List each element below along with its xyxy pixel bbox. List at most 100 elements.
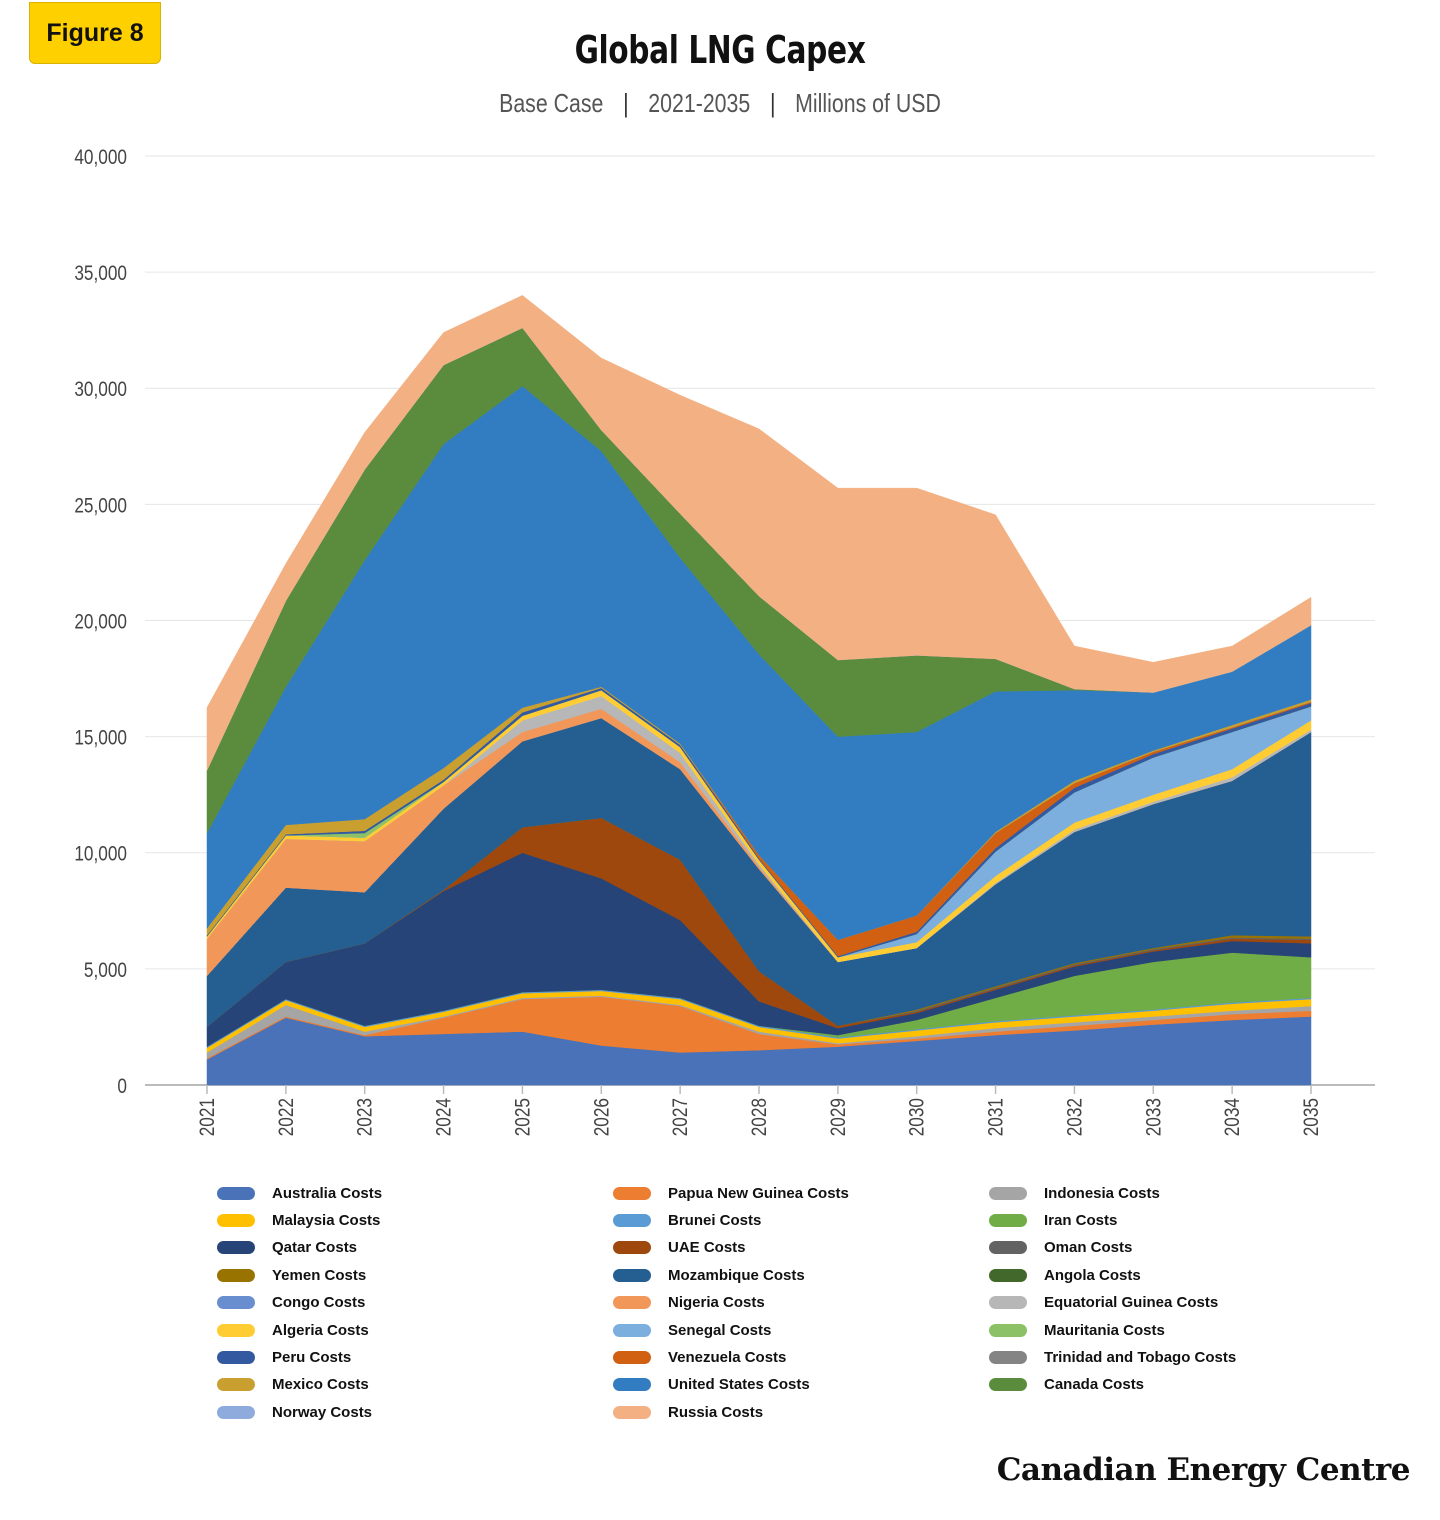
x-tick-label: 2023 [354,1098,377,1136]
legend-item: Algeria Costs [217,1317,369,1343]
legend-swatch [613,1213,651,1227]
legend-label: Oman Costs [1044,1239,1133,1257]
legend-item: Norway Costs [217,1399,372,1425]
legend-item: Brunei Costs [613,1207,761,1233]
legend-item: Russia Costs [613,1399,763,1425]
legend-item: Peru Costs [217,1344,351,1370]
legend-item: Mauritania Costs [989,1317,1165,1343]
x-tick-label: 2026 [591,1098,614,1136]
legend-label: Congo Costs [272,1294,366,1312]
subtitle-separator: | [623,88,629,118]
x-tick-label: 2029 [827,1098,850,1136]
legend-item: Iran Costs [989,1207,1117,1233]
legend-item: United States Costs [613,1372,810,1398]
legend-item: Mozambique Costs [613,1262,805,1288]
legend-item: Yemen Costs [217,1262,366,1288]
subtitle-units: Millions of USD [795,88,941,118]
legend-swatch [217,1296,255,1310]
y-tick-label: 25,000 [74,495,127,518]
x-tick-label: 2025 [512,1098,535,1136]
legend-label: Algeria Costs [272,1321,369,1339]
subtitle-separator: | [769,88,776,118]
legend-swatch [989,1241,1027,1255]
y-tick-label: 20,000 [74,611,127,634]
legend-item: UAE Costs [613,1235,746,1261]
legend-label: United States Costs [668,1376,810,1394]
legend-swatch [613,1350,651,1364]
legend-item: Angola Costs [989,1262,1141,1288]
subtitle-period: 2021-2035 [648,88,751,118]
legend-item: Nigeria Costs [613,1290,765,1316]
legend-item: Mexico Costs [217,1372,369,1398]
legend-item: Congo Costs [217,1290,365,1316]
legend-item: Canada Costs [989,1372,1144,1398]
legend-label: Nigeria Costs [668,1294,765,1312]
legend-item: Venezuela Costs [613,1344,786,1370]
legend-swatch [613,1186,651,1200]
legend-swatch [613,1268,651,1282]
legend-item: Qatar Costs [217,1235,357,1261]
y-tick-label: 40,000 [74,147,127,170]
legend-item: Oman Costs [989,1235,1132,1261]
legend-label: Indonesia Costs [1044,1184,1160,1202]
legend-label: Malaysia Costs [272,1211,381,1229]
x-tick-label: 2024 [433,1098,456,1137]
series-area-russia-costs [206,295,1312,771]
legend-swatch [217,1405,255,1419]
legend-label: Trinidad and Tobago Costs [1044,1348,1237,1366]
legend-label: Brunei Costs [668,1211,762,1229]
legend-label: Canada Costs [1044,1376,1145,1394]
x-tick-label: 2021 [197,1098,220,1136]
y-tick-label: 30,000 [74,379,127,402]
x-tick-label: 2033 [1143,1098,1166,1136]
legend-label: Mauritania Costs [1044,1321,1165,1339]
stacked-area-chart: 0 5,000 10,000 15,000 20,000 25,000 30,000 35,0… [74,147,1375,1137]
legend-label: Russia Costs [668,1403,764,1421]
legend-swatch [613,1323,651,1337]
legend-item: Equatorial Guinea Costs [989,1290,1218,1316]
y-tick-label: 35,000 [74,263,127,286]
legend-label: Yemen Costs [272,1266,367,1284]
legend-label: Papua New Guinea Costs [668,1184,849,1202]
legend-swatch [217,1241,255,1255]
legend-swatch [989,1186,1027,1200]
x-tick-label: 2031 [985,1098,1008,1136]
legend-label: Mexico Costs [272,1376,369,1394]
legend-item: Trinidad and Tobago Costs [989,1344,1236,1370]
legend-swatch [217,1213,255,1227]
y-tick-label: 0 [117,1076,127,1099]
legend-label: UAE Costs [668,1239,746,1257]
legend-item: Australia Costs [217,1180,382,1206]
y-tick-label: 10,000 [74,843,127,866]
legend-swatch [989,1378,1027,1392]
legend-label: Norway Costs [272,1403,373,1421]
legend-swatch [217,1378,255,1392]
legend-swatch [217,1268,255,1282]
legend-label: Qatar Costs [272,1239,358,1257]
legend-label: Australia Costs [272,1184,383,1202]
x-tick-label: 2030 [906,1098,929,1136]
chart-title: Global LNG Capex [574,28,866,72]
legend-swatch [613,1378,651,1392]
legend-swatch [217,1186,255,1200]
legend-swatch [989,1350,1027,1364]
legend-swatch [613,1296,651,1310]
subtitle-scenario: Base Case [499,88,604,118]
legend-swatch [613,1241,651,1255]
legend-label: Angola Costs [1044,1266,1141,1284]
x-tick-label: 2034 [1222,1098,1245,1137]
legend-swatch [217,1323,255,1337]
legend-item: Senegal Costs [613,1317,771,1343]
legend-swatch [989,1268,1027,1282]
legend-swatch [989,1213,1027,1227]
legend-label: Peru Costs [272,1348,352,1366]
legend-item: Papua New Guinea Costs [613,1180,849,1206]
legend-swatch [989,1296,1027,1310]
legend-label: Equatorial Guinea Costs [1044,1294,1219,1312]
legend-swatch [217,1350,255,1364]
chart-subtitle: Base Case | 2021-2035 | Millions of USD [130,88,1311,119]
legend-label: Venezuela Costs [668,1348,787,1366]
y-tick-label: 5,000 [84,959,127,982]
legend-swatch [613,1405,651,1419]
x-tick-label: 2035 [1301,1098,1324,1136]
